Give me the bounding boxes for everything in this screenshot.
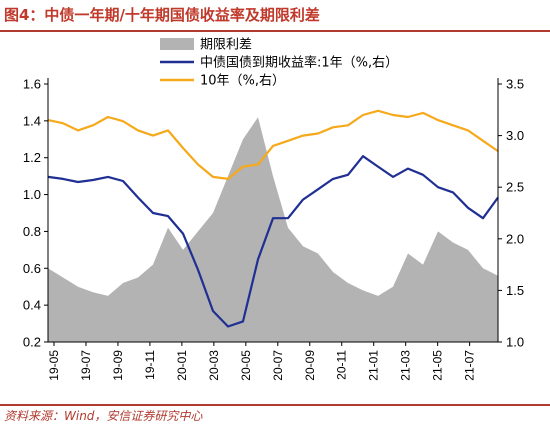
left-tick-label: 0.8: [23, 224, 41, 239]
x-tick-label: 19-09: [111, 350, 125, 381]
legend-label: 10年（%,右）: [200, 74, 285, 89]
left-tick-label: 1.0: [23, 187, 41, 202]
chart: 0.2 0.4 0.6 0.8 1.0 1.2 1.4 1.6 1.0 1.5 2.0 2.5 3.0 3…: [23, 38, 524, 381]
x-tick-label: 21-07: [463, 350, 477, 381]
title-rule: [0, 30, 550, 32]
left-tick-label: 1.2: [23, 150, 41, 165]
left-tick-label: 1.4: [23, 113, 41, 128]
x-tick-label: 20-01: [175, 350, 189, 381]
right-tick-label: 1.5: [506, 283, 524, 298]
left-tick-label: 0.4: [23, 298, 41, 313]
x-tick-label: 19-07: [79, 350, 93, 381]
x-tick-label: 19-11: [143, 350, 157, 380]
right-tick-label: 1.0: [506, 335, 524, 350]
x-tick-label: 21-05: [431, 350, 445, 381]
left-tick-label: 0.2: [23, 335, 41, 350]
series-10y-line: [47, 109, 499, 180]
x-tick-label: 20-07: [271, 350, 285, 381]
figure-title: 图4：中债一年期/十年期国债收益率及期限利差: [4, 6, 320, 24]
plot-area: [47, 109, 499, 342]
source-rule: [0, 404, 550, 406]
right-tick-label: 3.5: [506, 77, 524, 92]
x-tick-label: 20-11: [335, 350, 349, 380]
legend-label: 中债国债到期收益率:1年（%,右）: [200, 55, 398, 71]
right-tick-label: 2.0: [506, 231, 524, 246]
source-note: 资料来源：Wind，安信证券研究中心: [4, 409, 203, 423]
x-tick-label: 20-03: [207, 350, 221, 381]
axes: 0.2 0.4 0.6 0.8 1.0 1.2 1.4 1.6 1.0 1.5 2.0 2.5 3.0 3…: [23, 77, 524, 381]
legend-label: 期限利差: [200, 38, 252, 53]
left-tick-label: 0.6: [23, 261, 41, 276]
right-tick-label: 3.0: [506, 128, 524, 143]
x-tick-label: 21-01: [367, 350, 381, 381]
legend-swatch-spread: [160, 38, 194, 50]
series-spread-area: [48, 117, 498, 342]
x-tick-label: 21-03: [399, 350, 413, 381]
x-tick-label: 20-09: [303, 350, 317, 381]
x-tick-label: 19-05: [47, 350, 61, 381]
series-1y-line: [47, 155, 499, 328]
x-tick-label: 20-05: [239, 350, 253, 381]
left-tick-label: 1.6: [23, 77, 41, 92]
right-tick-label: 2.5: [506, 180, 524, 195]
